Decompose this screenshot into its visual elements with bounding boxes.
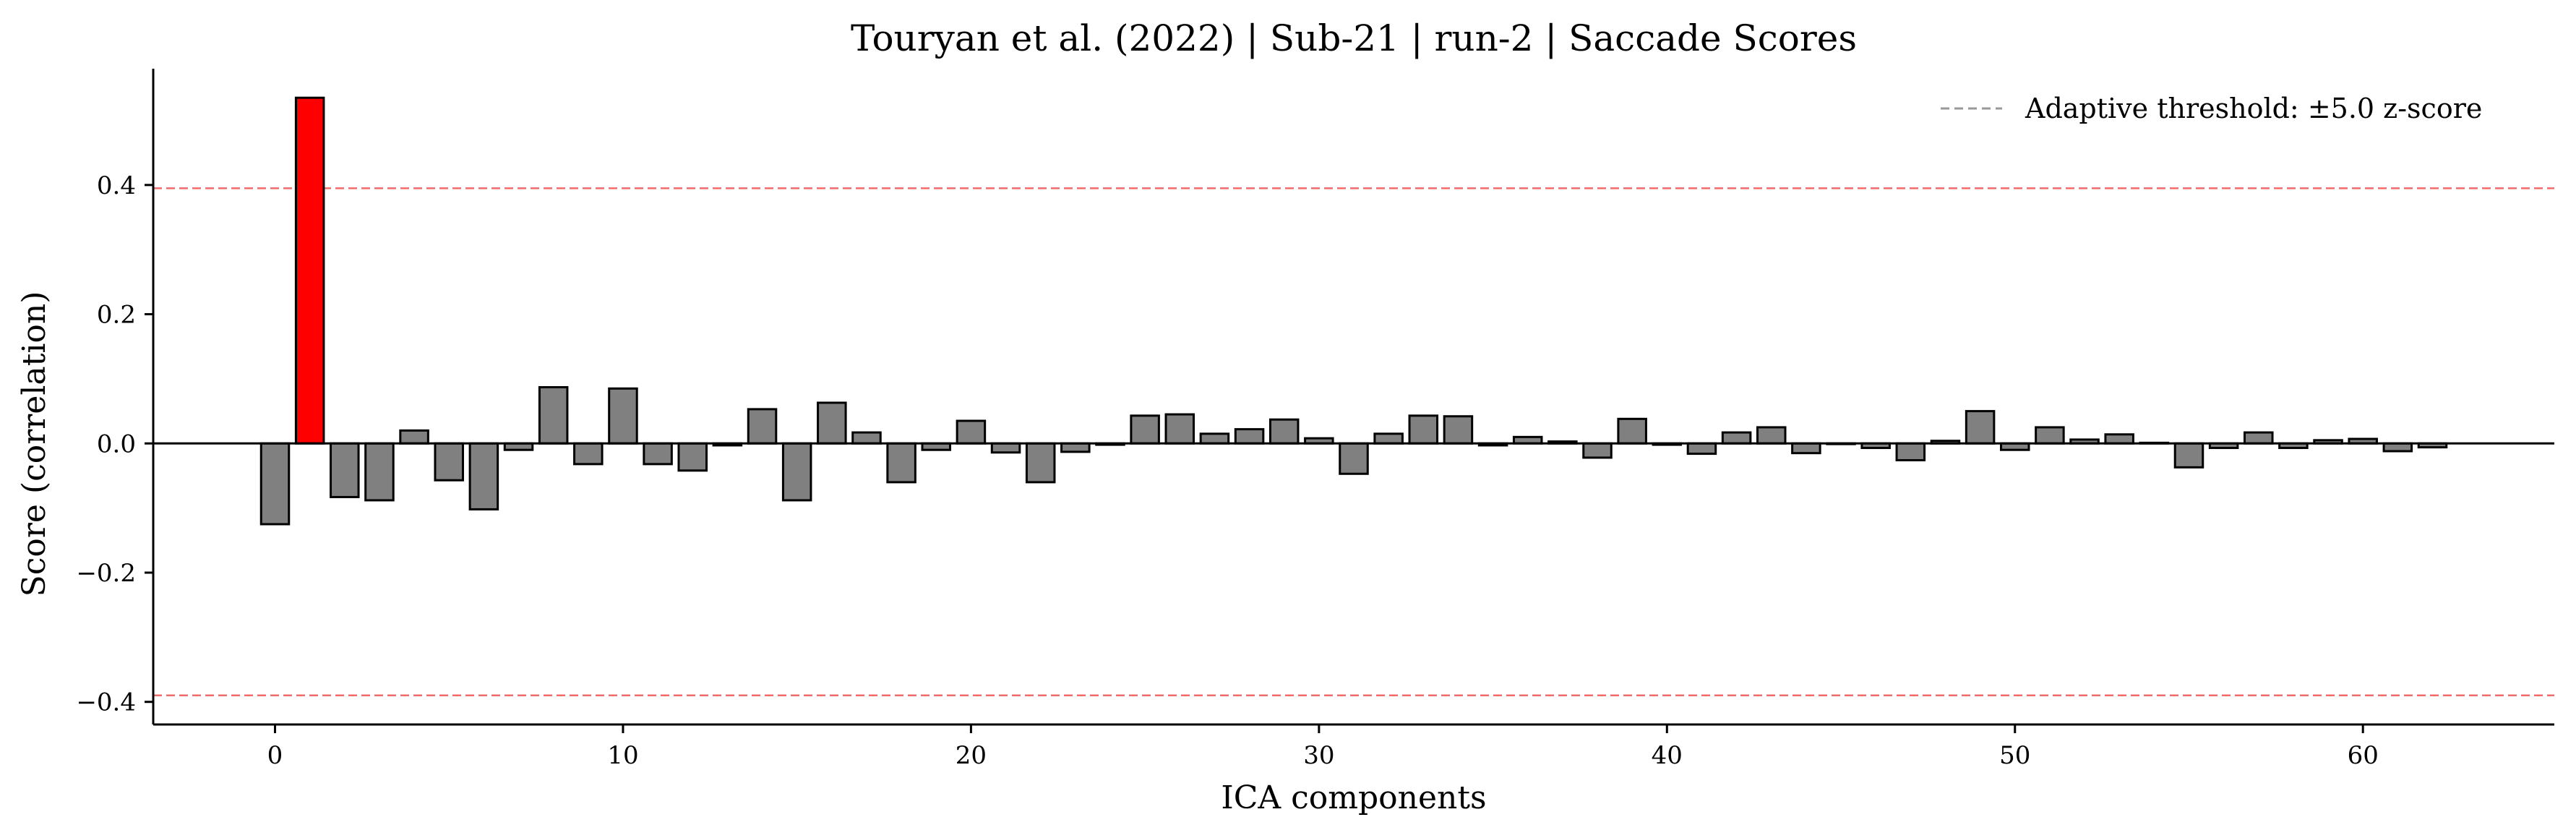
y-tick-label-1: −0.2 [76, 559, 136, 588]
bar-component-31 [1339, 442, 1369, 475]
bar-component-51 [2035, 426, 2065, 445]
bar-component-11 [643, 442, 673, 466]
y-ticks: −0.4 −0.2 0.0 0.2 0.4 [76, 171, 153, 717]
bar-component-8 [538, 386, 569, 445]
bar-component-61 [2382, 442, 2413, 453]
bar-component-29 [1268, 418, 1300, 445]
y-tick-label-0: −0.4 [76, 688, 136, 717]
x-tick-label-60: 60 [2348, 741, 2379, 770]
x-tick-label-50: 50 [1999, 741, 2030, 770]
bar-component-42 [1721, 431, 1752, 445]
legend: Adaptive threshold: ±5.0 z-score [1941, 93, 2482, 124]
bar-component-38 [1582, 442, 1613, 459]
bar-component-43 [1756, 426, 1787, 445]
bar-component-21 [990, 442, 1021, 454]
bar-component-6 [468, 442, 499, 510]
bar-component-26 [1164, 413, 1195, 445]
y-tick-label-3: 0.2 [97, 301, 136, 330]
legend-label: Adaptive threshold: ±5.0 z-score [2025, 93, 2482, 124]
bar-component-44 [1791, 442, 1821, 455]
x-tick-label-10: 10 [607, 741, 638, 770]
bar-component-27 [1199, 432, 1230, 445]
bar-component-32 [1373, 432, 1404, 445]
bar-component-5 [434, 442, 464, 482]
bar-component-0 [259, 442, 291, 526]
bar-component-1 [294, 96, 325, 445]
bar-component-41 [1686, 442, 1717, 456]
bar-component-53 [2104, 433, 2134, 445]
bar-component-2 [330, 442, 360, 498]
x-tick-label-40: 40 [1652, 741, 1683, 770]
y-axis-label: Score (correlation) [16, 291, 53, 597]
bar-component-3 [364, 442, 395, 502]
bar-component-15 [781, 442, 812, 502]
bar-component-14 [747, 408, 778, 445]
threshold-lines [153, 187, 2554, 697]
chart-title: Touryan et al. (2022) | Sub-21 | run-2 |… [851, 17, 1857, 59]
bar-component-17 [851, 431, 882, 445]
bar-component-9 [573, 442, 604, 466]
bar-component-49 [1965, 410, 1996, 445]
bar-component-18 [886, 442, 916, 484]
bar-component-34 [1443, 415, 1474, 445]
x-tick-label-30: 30 [1303, 741, 1334, 770]
bar-component-33 [1408, 414, 1439, 445]
bar-component-28 [1234, 428, 1265, 445]
bar-component-4 [399, 429, 429, 445]
x-axis-label: ICA components [1221, 779, 1486, 816]
axes [152, 69, 2554, 726]
bar-component-47 [1895, 442, 1926, 462]
y-tick-label-4: 0.4 [97, 171, 136, 200]
bar-component-12 [677, 442, 708, 472]
bar-component-25 [1130, 414, 1160, 445]
x-ticks: 0 10 20 30 40 50 60 [267, 724, 2379, 770]
bar-component-10 [608, 387, 638, 445]
x-tick-label-20: 20 [956, 741, 987, 770]
bar-component-39 [1617, 417, 1647, 445]
bar-component-16 [817, 401, 847, 445]
bar-component-57 [2244, 431, 2274, 445]
y-tick-label-2: 0.0 [97, 429, 136, 458]
x-tick-label-0: 0 [267, 741, 283, 770]
bar-component-22 [1025, 442, 1056, 484]
bar-component-20 [956, 419, 987, 445]
bars [259, 96, 2448, 526]
bar-component-23 [1060, 442, 1091, 453]
bar-component-55 [2173, 442, 2204, 469]
